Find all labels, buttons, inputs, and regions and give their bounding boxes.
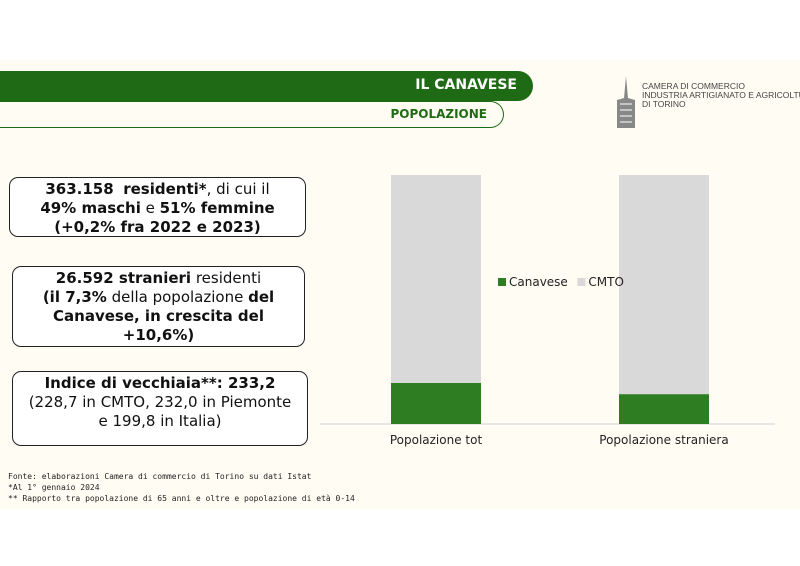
- title-bar: IL CANAVESE: [0, 71, 533, 101]
- foreigners-share: (il 7,3%: [42, 288, 107, 306]
- females-share: 51% femmine: [159, 199, 275, 217]
- footnote-index: ** Rapporto tra popolazione di 65 anni e…: [8, 494, 355, 503]
- ageing-index: Indice di vecchiaia**: 233,2: [44, 374, 276, 392]
- residents-text: , di cui il: [206, 180, 270, 198]
- chamber-logo: CAMERA DI COMMERCIO INDUSTRIA ARTIGIANAT…: [614, 76, 800, 128]
- residents-growth: (+0,2% fra 2022 e 2023): [54, 218, 261, 236]
- population-chart: 16,5%Popolazione tot12,0%Popolazione str…: [320, 175, 775, 447]
- cmto-bar-segment: [391, 175, 481, 383]
- ageing-index-box: Indice di vecchiaia**: 233,2 (228,7 in C…: [12, 371, 308, 446]
- residents-number: 363.158: [45, 180, 114, 198]
- logo-line: DI TORINO: [642, 99, 686, 109]
- legend-swatch: [577, 278, 586, 286]
- legend-swatch: [498, 278, 506, 286]
- page-subtitle: POPOLAZIONE: [390, 107, 487, 121]
- category-label: Popolazione straniera: [599, 433, 728, 447]
- residents-box: 363.158 residenti*, di cui il 49% maschi…: [9, 177, 306, 237]
- foreigners-growth-text: Canavese, in crescita del: [53, 307, 264, 325]
- footnote-source: Fonte: elaborazioni Camera di commercio …: [8, 472, 312, 481]
- logo-text: CAMERA DI COMMERCIO INDUSTRIA ARTIGIANAT…: [642, 82, 800, 109]
- canavese-bar-segment: [619, 394, 709, 424]
- cmto-bar-segment: [619, 175, 709, 395]
- foreigners-box: 26.592 stranieri residenti (il 7,3% dell…: [12, 266, 305, 347]
- category-label: Popolazione tot: [390, 433, 483, 447]
- footnote-date: *Al 1° gennaio 2024: [8, 483, 100, 492]
- foreigners-text: della popolazione: [106, 288, 249, 306]
- residents-and: e: [140, 199, 160, 217]
- residents-label: residenti*: [123, 180, 207, 198]
- subtitle-bar: POPOLAZIONE: [0, 101, 504, 128]
- foreigners-del: del: [248, 288, 275, 306]
- page-title: IL CANAVESE: [415, 77, 517, 93]
- logo-line: CAMERA DI COMMERCIO: [642, 81, 745, 91]
- legend-label: Canavese: [509, 275, 568, 289]
- foreigners-growth-value: +10,6%): [122, 326, 195, 344]
- males-share: 49% maschi: [40, 199, 141, 217]
- foreigners-number: 26.592 stranieri: [55, 269, 192, 287]
- foreigners-label: residenti: [191, 269, 262, 287]
- mole-logo-icon: [617, 76, 635, 128]
- ageing-comparison-italy: e 199,8 in Italia): [98, 412, 222, 430]
- ageing-comparison: (228,7 in CMTO, 232,0 in Piemonte: [28, 393, 292, 411]
- canavese-bar-segment: [391, 382, 481, 424]
- logo-line: INDUSTRIA ARTIGIANATO E AGRICOLTURA: [642, 90, 800, 100]
- legend-label: CMTO: [588, 275, 624, 289]
